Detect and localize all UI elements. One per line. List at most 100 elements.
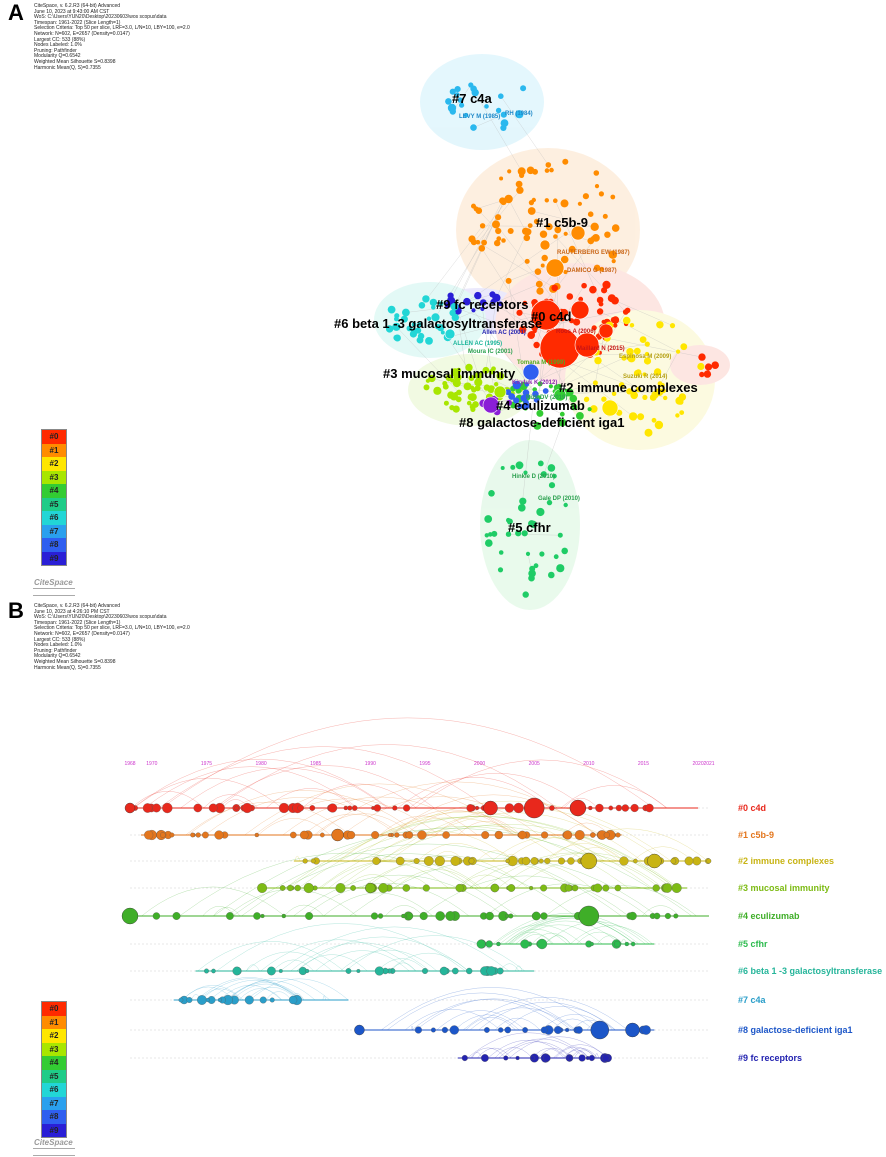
network-node — [591, 325, 597, 331]
year-tick-label: 1990 — [365, 761, 376, 767]
citation-arc — [216, 744, 558, 809]
timeline-node — [422, 884, 430, 892]
citation-arc — [350, 800, 672, 862]
network-node — [468, 375, 475, 381]
citation-arc — [485, 883, 648, 917]
timeline-node — [350, 885, 356, 891]
timeline-node — [653, 912, 661, 920]
timeline-node — [671, 883, 682, 893]
network-node — [544, 198, 549, 203]
citation-arc — [394, 869, 479, 889]
network-node — [505, 277, 512, 284]
network-hub-node — [522, 363, 540, 381]
network-node — [593, 170, 600, 176]
timeline-cluster-label: #7 c4a — [738, 995, 767, 1005]
node-label-moura: Moura IC (2001) — [468, 349, 513, 355]
citespace-logo-b: CiteSpace — [34, 1138, 73, 1147]
network-hub-node — [482, 396, 500, 414]
timeline-node — [507, 884, 516, 892]
panel_b-line: Largest CC: 533 (88%) — [34, 636, 86, 643]
network-node — [616, 409, 623, 416]
network-node — [508, 393, 516, 400]
network-node — [519, 497, 527, 505]
timeline-node — [442, 831, 450, 839]
network-node — [611, 259, 616, 264]
timeline-node — [234, 805, 239, 811]
timeline-node — [540, 1026, 548, 1034]
network-node — [524, 382, 530, 387]
timeline-cluster-label: #8 galactose-deficient iga1 — [738, 1025, 853, 1035]
timeline-hub-node — [590, 1020, 609, 1040]
timeline-node — [335, 883, 346, 893]
timeline-node — [595, 803, 604, 813]
legend-item: #0 — [42, 430, 66, 444]
network-node — [611, 391, 617, 397]
network-node — [444, 301, 451, 308]
node-label-damico: DAMICO G (1987) — [567, 268, 617, 274]
timeline-node — [449, 1025, 459, 1035]
cluster-label-9: #9 fc receptors — [436, 297, 529, 312]
timeline-node — [377, 913, 384, 919]
timeline-node — [253, 912, 261, 920]
network-node — [644, 351, 650, 357]
timeline-node — [378, 883, 389, 893]
citation-arc — [404, 811, 518, 836]
timeline-node — [387, 833, 392, 837]
timeline-node — [558, 857, 565, 865]
cluster-label-5: #5 cfhr — [508, 520, 551, 535]
year-tick-label: 2010 — [583, 761, 594, 767]
timeline-node — [513, 802, 524, 814]
network-node — [518, 504, 526, 512]
citation-arc — [260, 939, 417, 972]
citation-arc — [568, 847, 624, 862]
timeline-node — [541, 831, 549, 839]
network-node — [703, 370, 712, 378]
network-node — [500, 466, 505, 470]
timeline-node — [299, 830, 309, 840]
network-node — [587, 407, 592, 412]
network-node — [553, 198, 558, 203]
panel-b-letter: B — [8, 598, 24, 623]
timeline-node — [684, 856, 694, 866]
network-node — [549, 167, 554, 173]
timeline-node — [481, 831, 490, 839]
timeline-node — [208, 803, 218, 813]
citation-arc — [226, 980, 316, 1001]
timeline-node — [461, 1054, 468, 1062]
network-edge — [396, 326, 460, 393]
timeline-node — [567, 857, 575, 865]
network-node — [505, 531, 512, 537]
network-node — [474, 378, 483, 387]
network-node — [536, 507, 545, 517]
network-node — [406, 325, 413, 332]
citation-arc — [495, 924, 583, 945]
network-node — [459, 102, 465, 108]
network-edge — [447, 304, 532, 336]
timeline-node — [162, 802, 173, 814]
network-node — [544, 168, 550, 173]
timeline-node — [505, 858, 510, 864]
timeline-node — [567, 1055, 573, 1061]
timeline-node — [515, 1055, 520, 1061]
timeline-node — [590, 832, 596, 838]
timeline-node — [602, 1054, 610, 1062]
network-node — [418, 302, 426, 309]
network-node — [519, 325, 527, 334]
citation-arc — [477, 1047, 512, 1059]
timeline-node — [503, 1055, 509, 1061]
node-label-gale: Gale DP (2010) — [538, 496, 580, 502]
citation-arc — [414, 759, 668, 809]
network-edge — [456, 201, 504, 307]
citation-arc — [494, 1047, 533, 1059]
network-hub-node — [601, 399, 619, 417]
network-edge — [405, 306, 455, 313]
network-node — [533, 563, 539, 569]
citation-arc — [462, 997, 628, 1031]
network-node — [495, 227, 502, 235]
legend-item: #9 — [42, 551, 66, 565]
year-tick-label: 2000 — [474, 761, 485, 767]
timeline-node — [406, 912, 414, 920]
network-node — [599, 266, 605, 272]
network-edge — [538, 354, 543, 398]
network-node — [392, 322, 401, 331]
